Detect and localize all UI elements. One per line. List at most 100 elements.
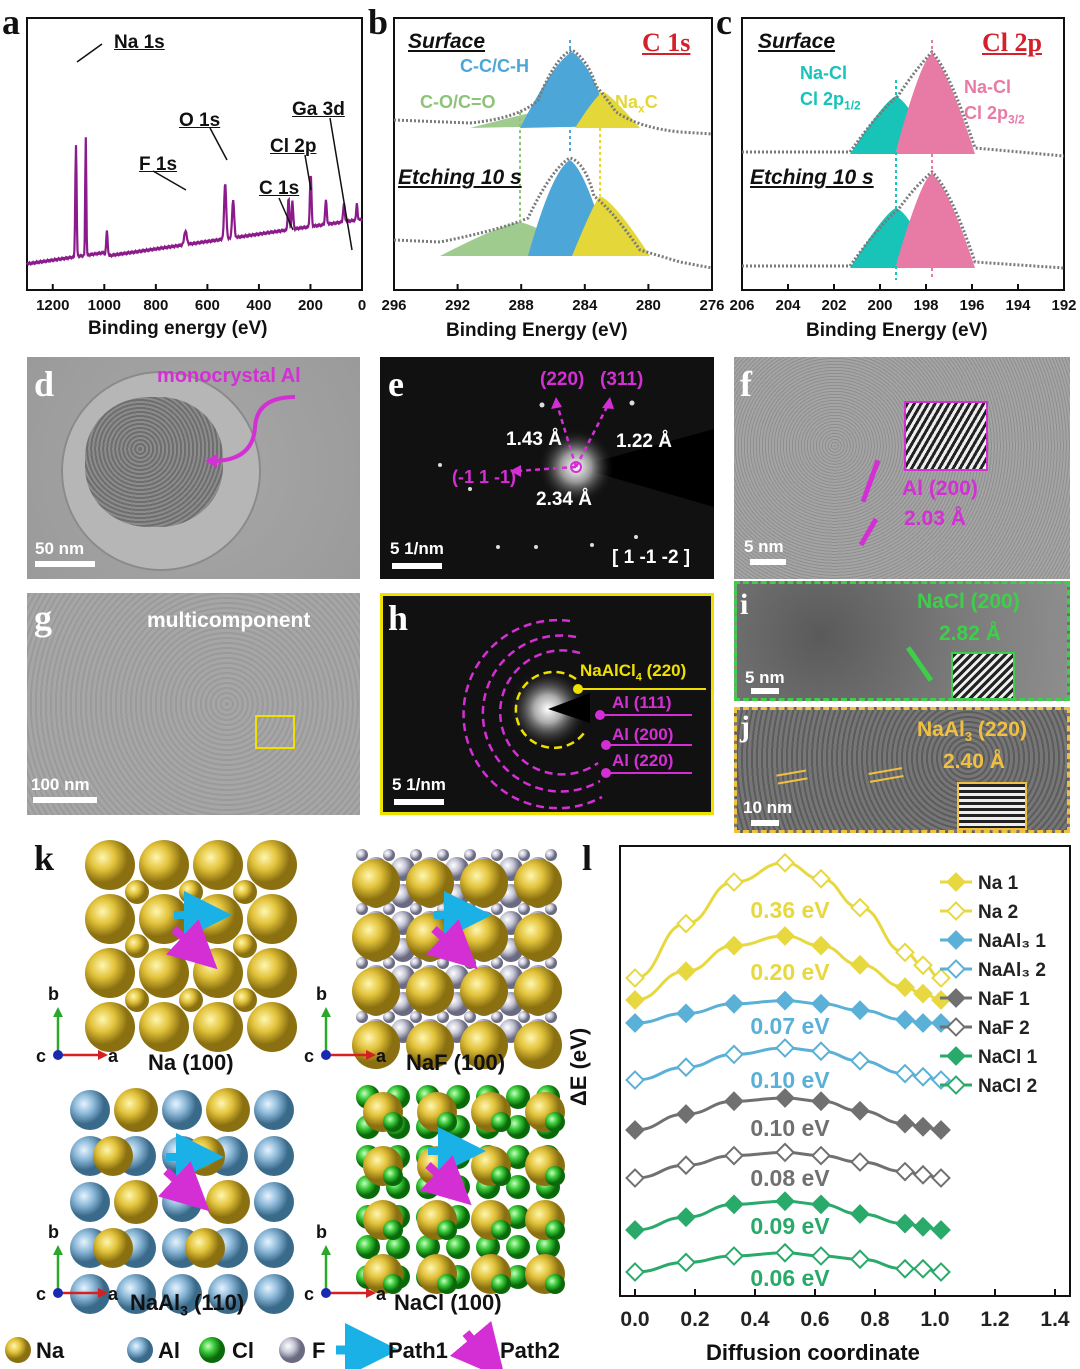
series-point xyxy=(895,1258,915,1279)
lattice-inset-f xyxy=(904,401,988,471)
series-point xyxy=(895,1063,915,1084)
al-atom xyxy=(254,1274,294,1314)
tem-image-g: multicomponent 100 nm xyxy=(27,593,360,815)
cl2p-x-label: Binding Energy (eV) xyxy=(806,320,988,341)
peak-label-cl2p: Cl 2p xyxy=(270,136,317,157)
scale-bar-h xyxy=(394,799,444,805)
legend-marker xyxy=(946,1046,966,1066)
panel-label-b: b xyxy=(368,2,389,42)
cl-atom xyxy=(506,1265,530,1289)
cl-atom-top xyxy=(491,1166,511,1186)
f-atom xyxy=(437,1011,449,1023)
cl2p-surface-data xyxy=(742,49,1065,158)
cl-atom xyxy=(416,1235,440,1259)
legend-cl: Cl xyxy=(232,1338,254,1363)
panel-label-g: g xyxy=(34,598,52,638)
al-atom xyxy=(162,1090,202,1130)
series-point xyxy=(676,1003,696,1024)
axis-b-head xyxy=(53,1245,63,1255)
axis-b-1: b xyxy=(48,984,59,1004)
na-atom xyxy=(514,1021,562,1069)
na-atom xyxy=(206,1180,250,1224)
panel-label-h: h xyxy=(388,598,409,638)
axis-b-2: b xyxy=(316,984,327,1004)
c1s-x-ticks: 296 292 288 284 280 276 206 204 202 200 198 196 194 1… xyxy=(0,297,1080,319)
survey-x-label: Binding energy (eV) xyxy=(88,318,268,339)
chart-x-tick-label: 0.0 xyxy=(620,1308,649,1331)
chart-x-tick-label: 0.2 xyxy=(680,1308,709,1331)
panel-label-j: j xyxy=(740,710,750,743)
axis-b-4: b xyxy=(316,1222,327,1242)
series-point xyxy=(811,1145,831,1166)
xps-x-tick-label: 276 xyxy=(699,297,725,314)
al-atom xyxy=(254,1090,294,1130)
series-point xyxy=(775,1242,795,1263)
survey-x-ticks: 1200 1000 800 600 400 200 0 xyxy=(0,297,400,319)
chart-y-label: ΔE (eV) xyxy=(566,1027,591,1106)
na-atom xyxy=(93,1228,133,1268)
panel-label-k: k xyxy=(34,838,55,878)
na-atom xyxy=(514,967,562,1015)
na-atom xyxy=(352,967,400,1015)
legend-path2: Path2 xyxy=(500,1338,560,1363)
f-atom xyxy=(518,903,530,915)
series-point xyxy=(811,1041,831,1062)
na-atom xyxy=(93,1136,133,1176)
c1s-surface-naxc xyxy=(575,92,640,128)
scale-label-i: 5 nm xyxy=(745,668,785,687)
cl-atom xyxy=(506,1115,530,1139)
panel-label-a: a xyxy=(2,2,20,42)
panel-label-i: i xyxy=(740,588,749,621)
axis-c-dot xyxy=(53,1050,63,1060)
series-point xyxy=(775,852,795,873)
series-point xyxy=(775,1038,795,1058)
na-atom xyxy=(352,913,400,961)
saed-e-p220: (220) xyxy=(540,369,585,390)
series-point xyxy=(850,1100,870,1121)
series-point xyxy=(724,1194,744,1215)
path2-arrow xyxy=(420,1155,472,1206)
series-point xyxy=(895,942,915,963)
xps-x-tick-label: 292 xyxy=(445,297,471,314)
na-atom-sub xyxy=(125,988,149,1012)
cl-atom xyxy=(506,1205,530,1229)
chart-x-tick-label: 1.0 xyxy=(920,1308,949,1331)
legend-entry: NaCl 2 xyxy=(978,1076,1037,1097)
cl-atom-top xyxy=(383,1166,403,1186)
scale-bar-i xyxy=(751,688,779,694)
f-atom xyxy=(437,849,449,861)
al-atom xyxy=(254,1136,294,1176)
na-atom xyxy=(247,894,297,944)
xps-x-tick-label: 198 xyxy=(913,297,939,314)
series-point xyxy=(676,913,696,934)
series-point xyxy=(724,993,744,1014)
al-atom xyxy=(254,1182,294,1222)
legend-marker xyxy=(946,1017,966,1037)
na-atom-sub xyxy=(233,988,257,1012)
axis-c-dot xyxy=(321,1288,331,1298)
ring-al111: Al (111) xyxy=(612,693,672,712)
series-point xyxy=(724,1091,744,1112)
saed-e-p111: (-1 1 -1) xyxy=(452,467,517,487)
legend-entry: NaAl₃ 2 xyxy=(978,960,1046,981)
series-point xyxy=(913,1066,933,1087)
legend-marker xyxy=(946,1075,966,1095)
al-atom xyxy=(70,1090,110,1130)
f-atom xyxy=(383,1011,395,1023)
cl-atom xyxy=(506,1085,530,1109)
series-point xyxy=(895,1009,915,1030)
naal3-d: 2.40 Å xyxy=(943,750,1005,773)
series-point xyxy=(625,1070,645,1090)
chart-x-tick-label: 0.6 xyxy=(800,1308,829,1331)
series-point xyxy=(850,897,870,918)
cl-atom-top xyxy=(437,1220,457,1240)
axis-c-dot xyxy=(53,1288,63,1298)
scale-label-h: 5 1/nm xyxy=(392,775,446,794)
na-atom-sub xyxy=(233,880,257,904)
cl2p-label-a: Na-Cl Cl 2p1/2 xyxy=(800,63,861,113)
series-point xyxy=(775,1142,795,1163)
cl-atom-top xyxy=(491,1220,511,1240)
struct-label-naal3: NaAl3 (110) xyxy=(130,1290,245,1319)
f-atom xyxy=(464,1011,476,1023)
